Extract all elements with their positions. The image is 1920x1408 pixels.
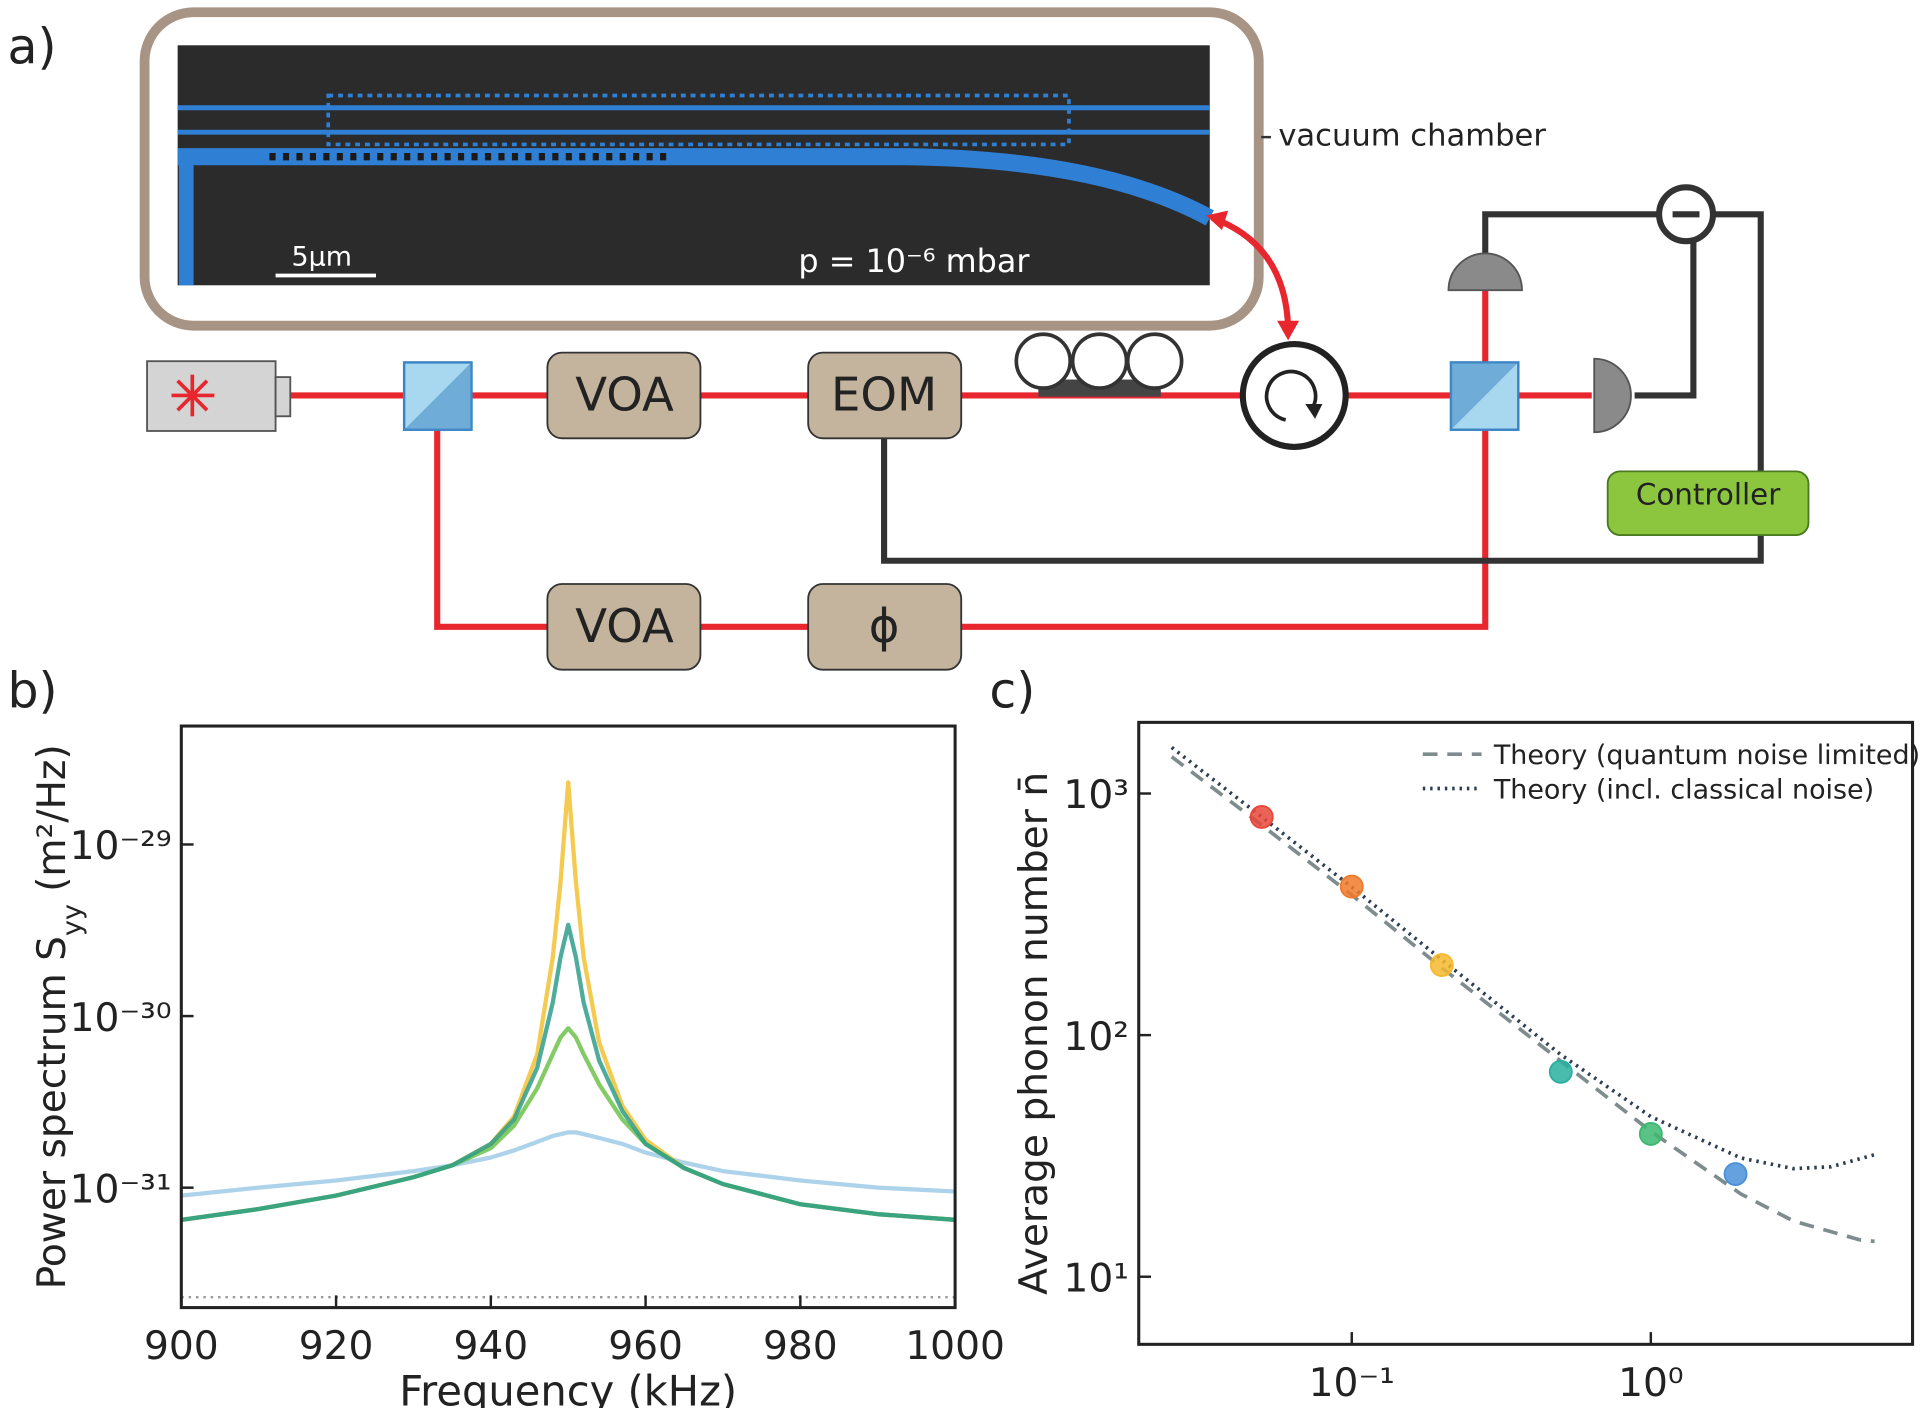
pressure-label: p = 10⁻⁶ mbar <box>798 242 1030 280</box>
phase-box <box>807 583 963 671</box>
beam <box>434 290 1489 630</box>
x-tick-label: 10⁰ <box>1618 1361 1684 1406</box>
data-point <box>1638 1121 1663 1146</box>
data-point <box>1429 953 1454 977</box>
wire <box>1482 211 1660 260</box>
beam-splitter <box>1449 361 1520 431</box>
y-tick-label: 10³ <box>1063 773 1129 818</box>
axes-frame <box>1137 720 1915 1346</box>
axes-frame <box>179 724 957 1310</box>
laser-aperture <box>274 376 292 418</box>
circulator-arrowhead <box>1305 404 1323 419</box>
data-point <box>1548 1059 1573 1084</box>
series-line <box>181 1130 956 1198</box>
panel-label: a) <box>7 19 56 76</box>
x-tick-label: 900 <box>144 1324 219 1369</box>
controller-box <box>1606 470 1810 536</box>
legend-label: Theory (incl. classical noise) <box>1493 774 1874 805</box>
coupling-arrow <box>1211 215 1292 329</box>
y-axis-label: Power spectrum Syy (m²/Hz) <box>30 744 88 1289</box>
data-point <box>1249 804 1274 829</box>
arrow-head <box>1206 210 1229 231</box>
legend-label: Theory (quantum noise limited) <box>1493 740 1920 771</box>
x-tick-label: 940 <box>453 1324 528 1369</box>
x-tick-label: 1000 <box>905 1324 1005 1369</box>
plot-area <box>181 780 956 1299</box>
box-label: EOM <box>831 367 937 421</box>
chamber-label: vacuum chamber <box>1278 119 1546 154</box>
controller-label: Controller <box>1636 477 1781 511</box>
series-line <box>181 922 956 1222</box>
series-line <box>1170 755 1875 1244</box>
eom-box <box>807 351 963 440</box>
device <box>177 93 1214 286</box>
series-line <box>181 1026 956 1222</box>
box-label: VOA <box>575 599 674 653</box>
y-axis-label: Average phonon number n̄ <box>1012 772 1057 1295</box>
plot-area <box>1170 746 1876 1244</box>
data-point <box>1339 874 1364 899</box>
detector <box>1447 252 1523 292</box>
scale-label: 5µm <box>292 242 352 273</box>
y-label-subscript: yy <box>57 904 88 936</box>
fiber-paddles <box>1014 332 1184 390</box>
box-label: VOA <box>575 367 674 421</box>
x-tick-label: 980 <box>763 1324 838 1369</box>
wire <box>881 211 1764 564</box>
box-label: ϕ <box>869 599 900 653</box>
x-axis-label: Frequency (kHz) <box>399 1367 737 1408</box>
series-line <box>1170 746 1876 1171</box>
laser-star <box>171 374 215 417</box>
detector <box>1593 357 1632 434</box>
wire <box>1634 241 1697 399</box>
x-tick-label: 10⁻¹ <box>1309 1361 1395 1406</box>
x-tick-label: 920 <box>299 1324 374 1369</box>
y-tick-label: 10⁻³⁰ <box>70 996 172 1041</box>
y-label-text: Power spectrum S <box>30 936 75 1289</box>
y-tick-label: 10¹ <box>1063 1256 1129 1301</box>
panel-label: b) <box>7 663 57 720</box>
y-tick-label: 10² <box>1063 1015 1129 1060</box>
beam-splitter <box>402 361 473 431</box>
series-line <box>181 780 956 1222</box>
data-point <box>1723 1162 1748 1187</box>
circulator-arrow <box>1264 369 1318 422</box>
x-tick-label: 960 <box>608 1324 683 1369</box>
x-axis-label: Electronic gain <box>1372 1403 1680 1408</box>
y-label-unit: (m²/Hz) <box>30 744 75 892</box>
y-tick-label: 10⁻³¹ <box>70 1167 172 1212</box>
arrow-head <box>1277 320 1300 341</box>
voa-box <box>546 583 702 671</box>
voa-box <box>546 351 702 440</box>
y-tick-label: 10⁻²⁹ <box>70 824 172 869</box>
circulator <box>1239 340 1349 450</box>
panel-label: c) <box>989 663 1035 720</box>
